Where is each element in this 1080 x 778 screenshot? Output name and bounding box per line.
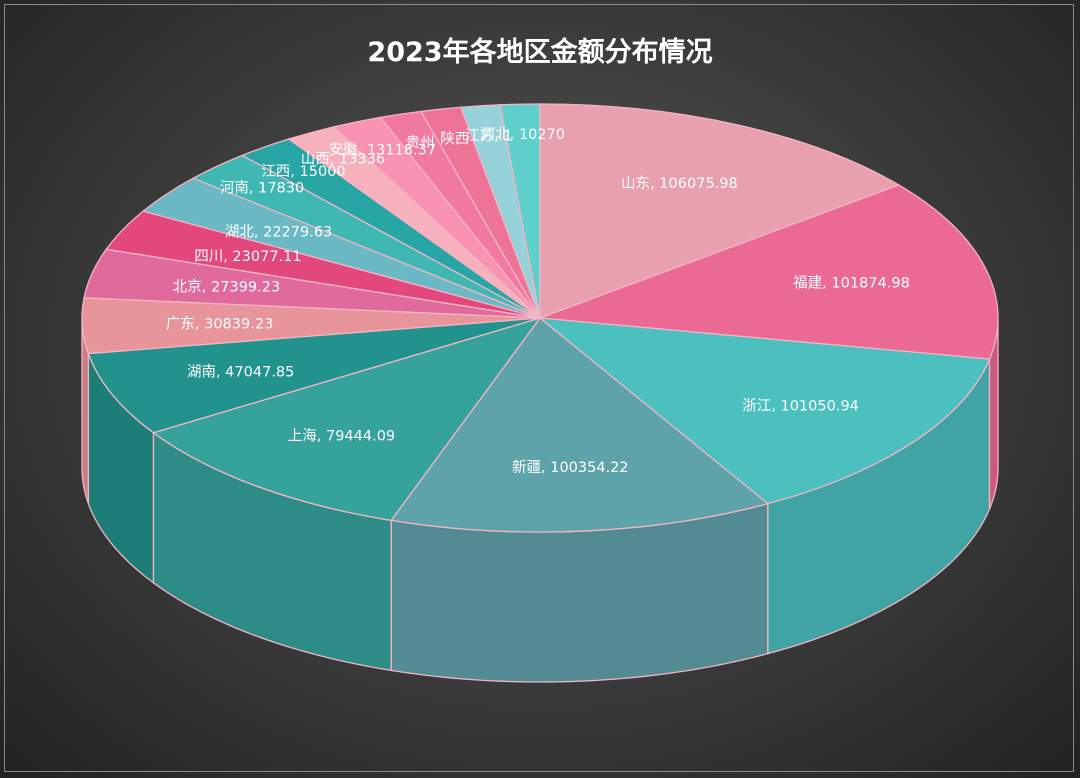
slice-label-6: 广东, 30839.23 [166, 315, 273, 332]
slice-label-8: 四川, 23077.11 [194, 249, 301, 265]
slice-label-0: 山东, 106075.98 [621, 175, 738, 192]
pie-slice-17 [499, 103, 541, 319]
slice-label-9: 湖北, 22279.63 [225, 223, 332, 240]
slice-label-14: 贵州 [406, 135, 435, 152]
slice-label-3: 新疆, 100354.22 [512, 459, 629, 476]
chart-frame [4, 4, 1074, 772]
slice-label-4: 上海, 79444.09 [288, 428, 395, 445]
slice-label-7: 北京, 27399.23 [173, 279, 280, 296]
chart-title: 2023年各地区金额分布情况 [367, 37, 713, 68]
slice-label-1: 福建, 101874.98 [793, 275, 910, 292]
slice-label-13: 安徽, 13118.37 [329, 141, 436, 158]
pie-slice-0 [539, 103, 901, 319]
slice-label-12: 山西, 13336 [301, 151, 385, 168]
slice-label-15: 陕西 [440, 130, 469, 147]
pie-slice-5 [87, 317, 541, 434]
slice-label-10: 河南, 17830 [220, 180, 304, 197]
pie-slice-1 [539, 184, 999, 360]
slice-label-17: 河北, 10270 [481, 126, 565, 143]
slice-label-16: 江苏, 1 [465, 128, 512, 145]
pie-slice-3 [390, 317, 770, 533]
slice-label-5: 湖南, 47047.85 [187, 364, 294, 381]
pie-slice-4 [151, 316, 542, 522]
slice-label-11: 江西, 15000 [261, 163, 345, 180]
pie-slice-2 [537, 317, 991, 505]
slice-label-2: 浙江, 101050.94 [742, 397, 859, 414]
